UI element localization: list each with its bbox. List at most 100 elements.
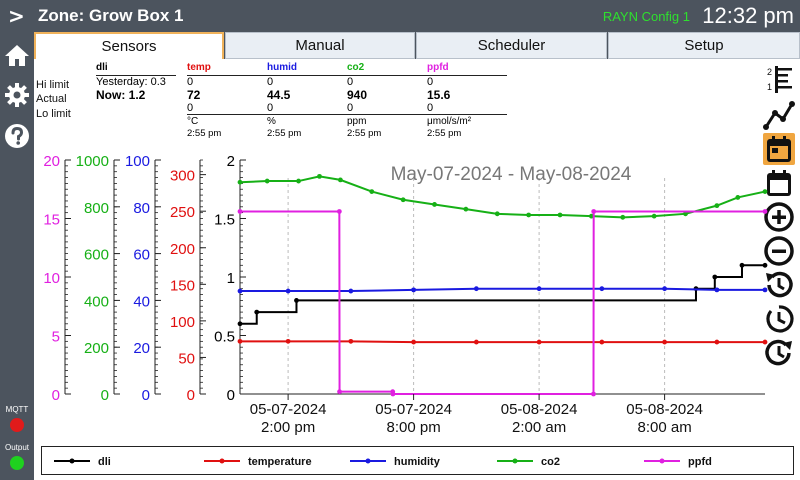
menu-toggle-button[interactable]: >	[8, 4, 25, 28]
config-label[interactable]: RAYN Config 1	[602, 9, 690, 24]
unit-label: %	[267, 116, 276, 127]
data-point-temperature	[411, 339, 417, 345]
data-point-humidity	[714, 287, 720, 293]
zone-title: Zone: Grow Box 1	[38, 6, 184, 25]
data-point-humidity	[411, 287, 417, 293]
zoom-out-icon[interactable]	[763, 235, 795, 267]
data-point-humidity	[285, 288, 291, 294]
hi-value: 0	[347, 76, 354, 88]
data-point-ppfd	[336, 209, 342, 214]
column-header: temp	[187, 62, 267, 76]
actual-value: 940	[347, 88, 368, 102]
lo-value: 0	[427, 102, 507, 115]
mqtt-label: MQTT	[5, 405, 29, 414]
data-point-co2	[400, 197, 406, 203]
output-status-indicator	[10, 456, 24, 470]
data-point-temperature	[762, 339, 768, 345]
data-point-co2	[432, 202, 437, 207]
legend-marker	[365, 458, 371, 464]
legend-label-humidity: humidity	[394, 456, 441, 468]
tab-manual[interactable]: Manual	[225, 32, 415, 59]
y-tick-label-temperature: 300	[170, 168, 195, 185]
hi-value: 0	[267, 76, 274, 88]
data-point-temperature	[237, 338, 243, 344]
y-tick-label-ppfd: 20	[43, 153, 60, 170]
tab-scheduler[interactable]: Scheduler	[416, 32, 607, 59]
y-tick-label-dli: 2	[227, 153, 235, 170]
data-point-dli	[294, 298, 299, 303]
data-point-temperature	[473, 339, 479, 345]
lo-value: 0	[187, 102, 267, 115]
data-point-humidity	[762, 287, 768, 293]
x-tick-date: 05-07-2024	[250, 401, 327, 418]
calendar-range-icon[interactable]	[763, 167, 795, 199]
y-tick-label-temperature: 0	[187, 387, 195, 404]
x-tick-date: 05-07-2024	[375, 401, 452, 418]
data-point-dli	[254, 309, 260, 315]
y-tick-label-co2: 800	[84, 200, 109, 217]
data-point-dli	[762, 262, 768, 268]
y-tick-label-humidity: 100	[125, 153, 150, 170]
actual-value: 15.6	[427, 88, 451, 102]
y-tick-label-temperature: 100	[170, 314, 195, 331]
data-point-co2	[264, 178, 270, 184]
y-tick-label-humidity: 20	[133, 340, 150, 357]
tab-setup[interactable]: Setup	[608, 32, 800, 59]
data-point-ppfd	[591, 391, 596, 397]
top-bar: > Zone: Grow Box 1 RAYN Config 1 12:32 p…	[0, 0, 800, 32]
zoom-in-icon[interactable]	[763, 201, 795, 233]
help-icon[interactable]	[4, 123, 30, 149]
lo-value: 0	[267, 102, 347, 115]
y-tick-label-temperature: 250	[170, 204, 195, 221]
data-point-co2	[557, 212, 563, 218]
data-point-temperature	[599, 339, 605, 345]
chart-series	[237, 173, 768, 397]
column-ppfd: ppfd 0 15.6 0 μmol/s/m² 2:55 pm	[427, 62, 507, 140]
data-point-co2	[735, 195, 741, 200]
actual-value: 72	[187, 88, 201, 102]
calendar-day-icon[interactable]	[763, 133, 795, 165]
data-point-humidity	[348, 288, 354, 294]
axis-scale-icon[interactable]: 2 1	[763, 63, 795, 95]
legend-label-co2: co2	[541, 456, 560, 468]
data-point-co2	[317, 173, 322, 179]
settings-gear-icon[interactable]	[4, 82, 30, 108]
legend-label-temperature: temperature	[248, 456, 312, 468]
data-point-humidity	[536, 286, 542, 292]
row-label-actual: Actual	[36, 93, 67, 105]
y-tick-label-dli: 1	[227, 270, 235, 287]
timestamp: 2:55 pm	[427, 128, 462, 139]
data-point-co2	[762, 189, 768, 194]
chart-grid	[240, 178, 765, 395]
mqtt-status-indicator	[10, 418, 24, 432]
data-point-co2	[526, 212, 532, 218]
data-point-ppfd	[237, 209, 243, 214]
column-humid: humid 0 44.5 0 % 2:55 pm	[267, 62, 347, 140]
tab-bar: Sensors Manual Scheduler Setup	[34, 32, 800, 59]
legend-marker	[512, 458, 518, 464]
x-tick-time: 8:00 pm	[387, 419, 441, 436]
data-point-co2	[620, 214, 626, 220]
data-point-ppfd	[762, 209, 768, 214]
legend-marker	[69, 458, 75, 464]
unit-label: μmol/s/m²	[427, 116, 472, 127]
timestamp: 2:55 pm	[347, 128, 382, 139]
home-icon[interactable]	[4, 42, 30, 68]
y-tick-label-co2: 400	[84, 293, 109, 310]
clock-forward-icon[interactable]	[763, 337, 795, 369]
x-tick-date: 05-08-2024	[626, 401, 703, 418]
lo-value: 0	[347, 102, 427, 115]
x-tick-time: 2:00 am	[512, 419, 566, 436]
line-chart-icon[interactable]	[763, 99, 795, 131]
history-icon[interactable]	[763, 269, 795, 301]
legend-marker	[219, 458, 225, 464]
legend-label-ppfd: ppfd	[688, 456, 712, 468]
y-tick-label-humidity: 60	[133, 247, 150, 264]
tab-sensors[interactable]: Sensors	[34, 32, 224, 59]
column-header: ppfd	[427, 62, 507, 76]
clock-icon[interactable]	[763, 303, 795, 335]
y-tick-label-temperature: 200	[170, 241, 195, 258]
